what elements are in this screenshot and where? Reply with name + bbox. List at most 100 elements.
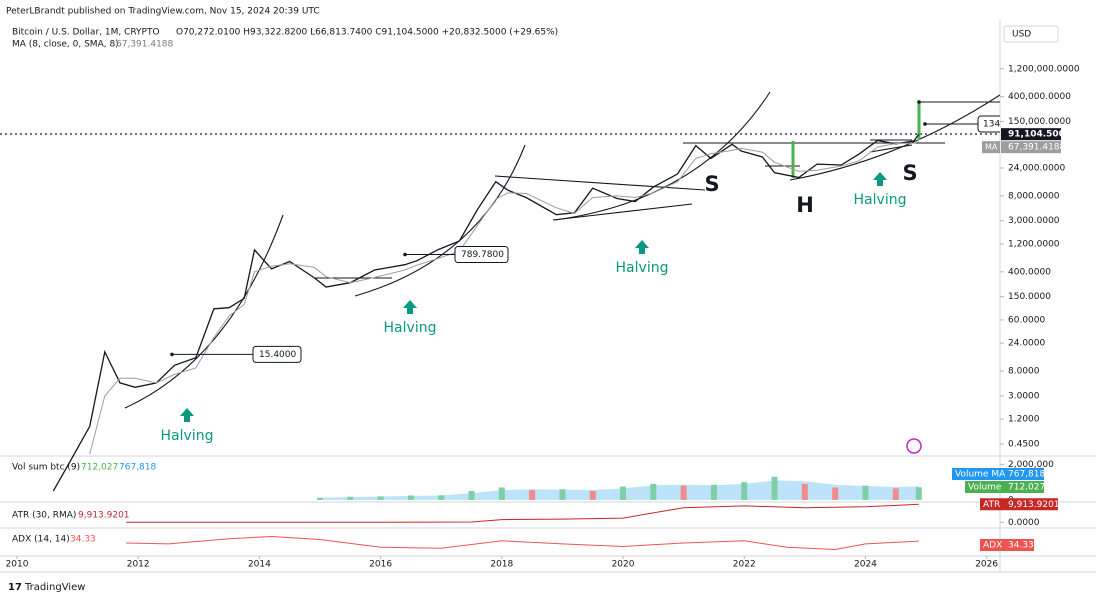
adx-line	[126, 535, 919, 551]
arrow	[180, 408, 194, 422]
x-tick-label: 2022	[733, 560, 756, 570]
volume-legend-ma: 767,818	[119, 463, 156, 473]
parabola	[124, 214, 284, 409]
publisher: PeterLBrandt published on TradingView.co…	[6, 7, 320, 17]
volume-bar	[710, 484, 717, 500]
halving-label: Halving	[616, 260, 669, 276]
x-tick-label: 2018	[490, 560, 513, 570]
trend-line	[552, 203, 693, 221]
x-tick-label: 2012	[127, 560, 150, 570]
atr-value: 9,913.9201	[1008, 500, 1060, 510]
callout-label: 134.	[983, 120, 1003, 130]
volume-ma-tag: Volume MA	[955, 470, 1006, 480]
adx-tag: ADX	[983, 541, 1002, 551]
parabola	[789, 94, 1000, 181]
y-tick-label: 400.0000	[1008, 267, 1051, 277]
volume-bar	[680, 485, 687, 500]
ma-price-label: 67,391.4188	[1008, 143, 1066, 153]
volume-box	[965, 481, 1044, 493]
volume-ma-box	[952, 468, 1044, 480]
volume-bar	[438, 495, 445, 500]
footer-logo: TradingView	[24, 582, 85, 593]
x-tick-label: 2014	[248, 560, 271, 570]
halving-label: Halving	[161, 428, 214, 444]
adx-box	[980, 539, 1034, 551]
price-line	[52, 133, 920, 492]
callout-label: 789.7800	[461, 250, 504, 260]
ohlc: O70,272.0100 H93,322.8200 L66,813.7400 C…	[176, 28, 558, 38]
y-tick-label: 3.0000	[1008, 391, 1040, 401]
footer-mark: 17	[8, 582, 22, 593]
arrow	[873, 172, 887, 186]
y-tick-label: 60.0000	[1008, 315, 1045, 325]
adx-legend: ADX (14, 14)	[12, 535, 70, 545]
callout-box	[454, 246, 509, 264]
y-tick-label: 150.0000	[1008, 292, 1051, 302]
volume-bar	[529, 490, 536, 500]
volume-bar	[915, 487, 922, 500]
volume-bar	[771, 476, 778, 500]
ma-legend-value: 67,391.4188	[116, 40, 174, 50]
trend-line	[869, 144, 913, 153]
atr-legend: ATR (30, RMA)	[12, 511, 76, 521]
volume-bar	[468, 491, 475, 500]
atr-legend-value: 9,913.9201	[78, 511, 130, 521]
y-tick-label: 1,200.0000	[1008, 239, 1060, 249]
x-tick-label: 2010	[6, 560, 29, 570]
plot-area: 15.4000 789.7800 134. Halving Halving Halving…	[52, 115, 1003, 551]
volume-bar	[832, 487, 839, 500]
symbol: Bitcoin / U.S. Dollar, 1M, CRYPTO	[12, 28, 160, 38]
arrow	[635, 240, 649, 254]
ma-tag-box	[982, 141, 1000, 154]
volume-bar	[620, 486, 627, 500]
x-tick-label: 2020	[612, 560, 635, 570]
y-tick-label: 1,200,000.0000	[1008, 64, 1080, 74]
adx-value: 34.33	[1008, 541, 1034, 551]
adx-legend-value: 34.33	[70, 535, 96, 545]
trend-line	[494, 175, 706, 191]
callout-box	[977, 115, 1000, 133]
volume-ma-value: 767,818	[1008, 470, 1045, 480]
volume-bar	[317, 497, 323, 500]
y-tick-label: 24.0000	[1008, 339, 1045, 349]
halving-label: Halving	[854, 192, 907, 208]
x-tick-label: 2026	[975, 560, 998, 570]
volume-bar	[650, 483, 657, 500]
volume-bar	[862, 485, 869, 500]
callout-label: 15.4000	[259, 350, 296, 360]
x-tick-label: 2024	[854, 560, 877, 570]
ma-line	[89, 141, 919, 455]
pattern-label: H	[796, 193, 814, 217]
y-tick-label: 1.2000	[1008, 415, 1040, 425]
halving-label: Halving	[384, 320, 437, 336]
callout-box	[252, 345, 302, 363]
volume-bar	[498, 487, 505, 500]
parabola	[554, 91, 771, 221]
currency-box	[1003, 25, 1059, 43]
volume-bar	[347, 496, 354, 500]
volume-bar	[741, 482, 748, 500]
volume-bar	[407, 495, 414, 500]
ma-tag: MA	[985, 143, 998, 152]
y-tick-label: 8.0000	[1008, 366, 1040, 376]
volume-tag: Volume	[968, 483, 1002, 493]
y-tick-label: 24,000.0000	[1008, 163, 1066, 173]
atr-box	[980, 498, 1058, 511]
y-tick-label: 0.0000	[1008, 518, 1040, 528]
y-tick-label: 400,000.0000	[1008, 92, 1071, 102]
volume-bar	[377, 496, 384, 500]
volume-bar	[559, 489, 566, 500]
pattern-label: S	[704, 172, 719, 196]
volume-value: 712,027	[1008, 483, 1045, 493]
x-tick-label: 2016	[369, 560, 392, 570]
y-tick-label: 150,000.0000	[1008, 117, 1071, 127]
volume-bar	[892, 488, 899, 500]
ma-legend: MA (8, close, 0, SMA, 8)	[12, 40, 119, 50]
arrow	[403, 300, 417, 314]
currency: USD	[1012, 30, 1031, 40]
volume-legend: Vol sum btc (9)	[12, 463, 80, 473]
target-dot	[917, 100, 921, 104]
